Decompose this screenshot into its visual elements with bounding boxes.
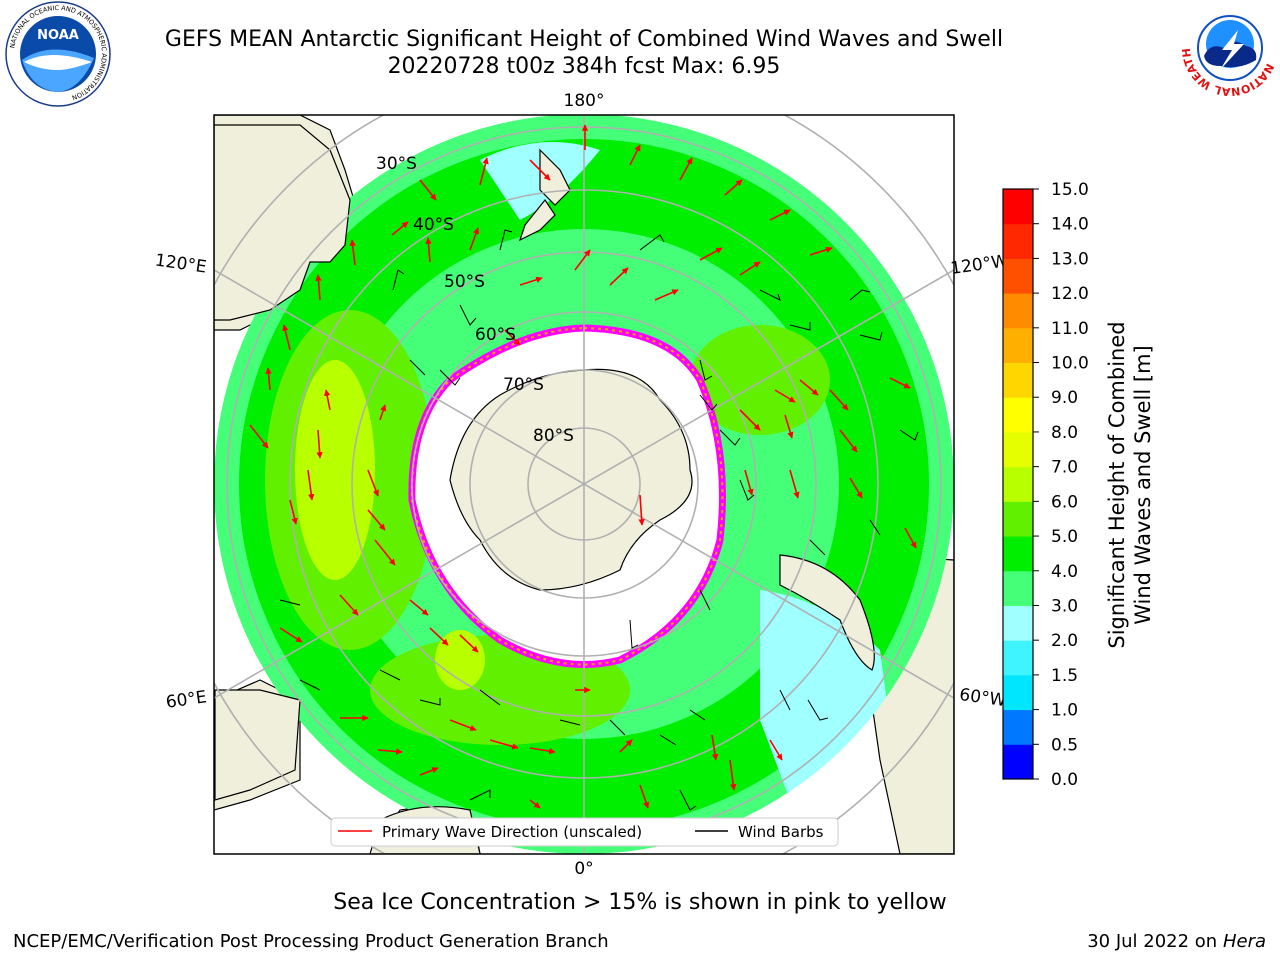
colorbar-tick-label: 10.0 bbox=[1051, 354, 1089, 374]
lat-label-30s: 30°S bbox=[376, 154, 417, 174]
colorbar-tick-label: 12.0 bbox=[1051, 284, 1089, 304]
lon-label-180: 180° bbox=[564, 91, 605, 111]
lon-label-0: 0° bbox=[574, 859, 593, 879]
lat-label-60s: 60°S bbox=[475, 325, 516, 345]
lon-label-60w: 60°W bbox=[958, 685, 1007, 711]
chart-title: GEFS MEAN Antarctic Significant Height o… bbox=[164, 27, 1004, 52]
footer-date-text: 30 Jul 2022 on bbox=[1087, 931, 1223, 952]
colorbar-tick-label: 2.0 bbox=[1051, 631, 1078, 651]
lat-label-50s: 50°S bbox=[444, 272, 485, 292]
colorbar-tick-label: 9.0 bbox=[1051, 388, 1078, 408]
colorbar-tick-label: 4.0 bbox=[1051, 562, 1078, 582]
colorbar-swatch bbox=[1003, 744, 1033, 780]
longitude-labels: 180° 0° 120°E 120°W 60°E 60°W bbox=[154, 91, 1010, 879]
colorbar-swatch bbox=[1003, 466, 1033, 502]
noaa-logo-text: NOAA bbox=[37, 28, 79, 43]
colorbar-swatch bbox=[1003, 536, 1033, 572]
lon-label-120e: 120°E bbox=[154, 251, 208, 278]
colorbar-swatch bbox=[1003, 501, 1033, 537]
colorbar-tick-label: 1.5 bbox=[1051, 666, 1078, 686]
lon-label-60e: 60°E bbox=[165, 687, 208, 712]
lat-label-40s: 40°S bbox=[413, 215, 454, 235]
legend-primary-wave: Primary Wave Direction (unscaled) bbox=[382, 823, 642, 841]
nws-ring-text: NATIONAL WEATHER SERVICE bbox=[0, 0, 1276, 98]
colorbar-tick-label: 7.0 bbox=[1051, 458, 1078, 478]
colorbar-tick-label: 0.5 bbox=[1051, 735, 1078, 755]
colorbar-swatch bbox=[1003, 258, 1033, 294]
colorbar-title-line1: Significant Height of Combined bbox=[1105, 321, 1129, 648]
colorbar-swatch bbox=[1003, 709, 1033, 745]
footer-host: Hera bbox=[1222, 931, 1266, 952]
latitude-labels: 30°S 40°S 50°S 60°S 70°S 80°S bbox=[376, 154, 574, 446]
colorbar-swatch bbox=[1003, 189, 1033, 225]
noaa-logo: NATIONAL OCEANIC AND ATMOSPHERIC ADMINIS… bbox=[5, 1, 111, 107]
chart-subtitle: 20220728 t00z 384h fcst Max: 6.95 bbox=[387, 54, 781, 79]
colorbar-tick-label: 14.0 bbox=[1051, 215, 1089, 235]
legend: Primary Wave Direction (unscaled) Wind B… bbox=[330, 817, 839, 847]
primary-wave-arrows bbox=[249, 124, 917, 809]
colorbar-frame bbox=[1002, 188, 1034, 780]
sea-ice-note: Sea Ice Concentration > 15% is shown in … bbox=[333, 890, 947, 915]
colorbar-swatch bbox=[1003, 397, 1033, 433]
colorbar-tick-label: 8.0 bbox=[1051, 423, 1078, 443]
lat-label-70s: 70°S bbox=[503, 375, 544, 395]
colorbar-swatch bbox=[1003, 293, 1033, 329]
colorbar-tick-label: 3.0 bbox=[1051, 596, 1078, 616]
polar-map: Primary Wave Direction (unscaled) Wind B… bbox=[214, 115, 954, 854]
nws-logo: NATIONAL WEATHER SERVICE bbox=[0, 0, 1278, 98]
colorbar-title-line2: Wind Waves and Swell [m] bbox=[1131, 345, 1155, 625]
colorbar-swatch bbox=[1003, 674, 1033, 711]
colorbar-tick-label: 1.0 bbox=[1051, 701, 1078, 721]
map-frame bbox=[213, 114, 955, 855]
colorbar-swatch bbox=[1003, 362, 1033, 398]
colorbar-swatch bbox=[1003, 327, 1033, 364]
colorbar-tick-label: 6.0 bbox=[1051, 492, 1078, 512]
colorbar-tick-label: 5.0 bbox=[1051, 527, 1078, 547]
footer-date: 30 Jul 2022 on Hera bbox=[1087, 931, 1266, 952]
colorbar-swatch bbox=[1003, 605, 1033, 641]
colorbar-swatch bbox=[1003, 223, 1033, 259]
colorbar: 0.0 0.5 1.0 1.5 2.0 3.0 4.0 5.0 6.0 7.0 8.0 9.0 10.0… bbox=[1002, 180, 1089, 790]
wind-barbs bbox=[279, 229, 919, 811]
colorbar-swatch bbox=[1003, 570, 1033, 606]
lat-label-80s: 80°S bbox=[533, 426, 574, 446]
colorbar-swatch bbox=[1003, 431, 1033, 468]
colorbar-tick-label: 15.0 bbox=[1051, 180, 1089, 200]
colorbar-tick-label: 11.0 bbox=[1051, 319, 1089, 339]
colorbar-tick-label: 0.0 bbox=[1051, 770, 1078, 790]
colorbar-swatch bbox=[1003, 640, 1033, 676]
legend-wind-barbs: Wind Barbs bbox=[738, 823, 824, 841]
colorbar-tick-label: 13.0 bbox=[1051, 249, 1089, 269]
antarctica bbox=[449, 368, 693, 591]
footer-branch: NCEP/EMC/Verification Post Processing Pr… bbox=[13, 931, 609, 952]
lon-label-120w: 120°W bbox=[949, 251, 1009, 279]
